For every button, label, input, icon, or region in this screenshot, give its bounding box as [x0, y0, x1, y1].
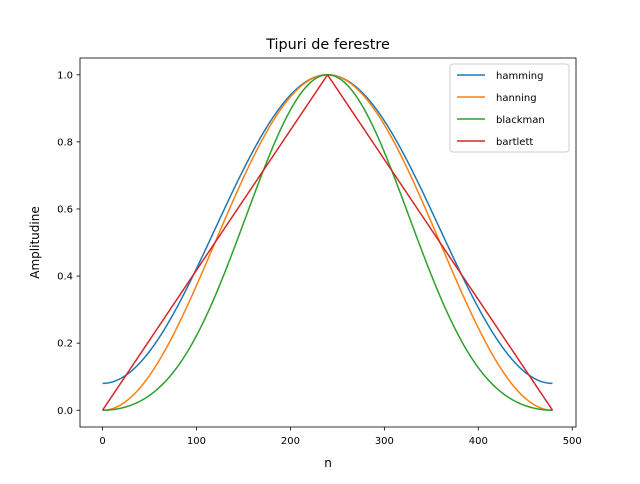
y-tick-label: 0.0 [57, 406, 73, 417]
x-tick-label: 300 [375, 436, 394, 447]
y-axis: 0.0 0.2 0.4 0.6 0.8 1.0 [57, 70, 80, 417]
plot-frame [79, 57, 577, 428]
y-tick-label: 0.4 [57, 272, 73, 283]
y-axis-label: Amplitudine [28, 206, 42, 278]
x-tick-label: 0 [99, 436, 105, 447]
legend-label-hanning: hanning [496, 93, 537, 104]
x-tick-label: 100 [187, 436, 206, 447]
legend-label-blackman: blackman [496, 115, 545, 126]
legend-label-hamming: hamming [496, 71, 543, 82]
legend-box [449, 63, 570, 153]
legend: hamming hanning blackman bartlett [449, 63, 570, 153]
x-tick-label: 400 [469, 436, 488, 447]
series-line-bartlett [101, 74, 554, 411]
y-tick-label: 0.8 [57, 137, 73, 148]
legend-label-bartlett: bartlett [496, 137, 533, 148]
y-tick-label: 0.6 [57, 205, 73, 216]
y-tick-label: 1.0 [57, 70, 73, 81]
x-tick-label: 200 [281, 436, 300, 447]
plot-lines [101, 74, 554, 411]
x-axis-label: n [324, 456, 332, 470]
x-axis: 0 100 200 300 400 500 [99, 427, 582, 447]
x-tick-label: 500 [563, 436, 582, 447]
chart-title: Tipuri de ferestre [265, 37, 390, 53]
y-tick-label: 0.2 [57, 339, 73, 350]
